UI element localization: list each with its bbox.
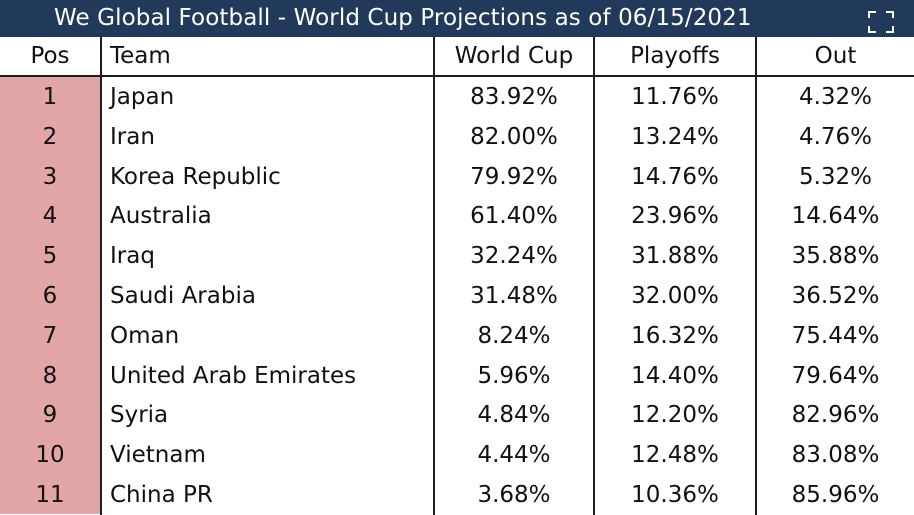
cell-pos: 10: [35, 442, 65, 469]
table-row: 5 Iraq 32.24% 31.88% 35.88%: [0, 236, 914, 277]
cell-world-cup: 79.92%: [433, 156, 593, 197]
cell-world-cup: 3.68%: [433, 475, 593, 515]
cell-world-cup: 82.00%: [433, 116, 593, 157]
table-row: 2 Iran 82.00% 13.24% 4.76%: [0, 116, 914, 157]
cell-playoffs: 14.40%: [593, 355, 755, 396]
cell-pos: 2: [42, 123, 58, 150]
cell-playoffs: 14.76%: [593, 156, 755, 197]
cell-playoffs: 31.88%: [593, 236, 755, 277]
cell-world-cup: 4.84%: [433, 395, 593, 436]
cell-team: China PR: [100, 475, 433, 515]
cell-pos: 7: [42, 322, 58, 349]
cell-team: Oman: [100, 315, 433, 356]
cell-out: 82.96%: [755, 395, 914, 436]
table-row: 1 Japan 83.92% 11.76% 4.32%: [0, 77, 914, 117]
cell-world-cup: 5.96%: [433, 355, 593, 396]
cell-team: Saudi Arabia: [100, 276, 433, 316]
table-row: 4 Australia 61.40% 23.96% 14.64%: [0, 196, 914, 237]
cell-playoffs: 12.20%: [593, 395, 755, 436]
cell-team: Iraq: [100, 236, 433, 277]
cell-pos: 5: [42, 243, 58, 270]
cell-playoffs: 16.32%: [593, 315, 755, 356]
cell-out: 4.76%: [755, 116, 914, 157]
cell-pos: 8: [42, 362, 58, 389]
cell-playoffs: 13.24%: [593, 116, 755, 157]
table-title: We Global Football - World Cup Projectio…: [54, 5, 752, 31]
header-out: Out: [755, 37, 914, 75]
cell-team: Japan: [100, 77, 433, 117]
cell-playoffs: 10.36%: [593, 475, 755, 515]
cell-out: 14.64%: [755, 196, 914, 237]
table-row: 8 United Arab Emirates 5.96% 14.40% 79.64%: [0, 355, 914, 396]
cell-out: 35.88%: [755, 236, 914, 277]
table-row: 11 China PR 3.68% 10.36% 85.96%: [0, 475, 914, 515]
cell-out: 85.96%: [755, 475, 914, 515]
cell-world-cup: 4.44%: [433, 435, 593, 476]
cell-pos: 4: [42, 203, 58, 230]
cell-playoffs: 11.76%: [593, 77, 755, 117]
cell-team: Syria: [100, 395, 433, 436]
cell-pos: 11: [35, 482, 65, 508]
cell-out: 75.44%: [755, 315, 914, 356]
cell-pos: 1: [42, 84, 58, 110]
cell-out: 83.08%: [755, 435, 914, 476]
cell-pos: 9: [42, 402, 58, 429]
cell-playoffs: 32.00%: [593, 276, 755, 316]
cell-out: 79.64%: [755, 355, 914, 396]
table-row: 9 Syria 4.84% 12.20% 82.96%: [0, 395, 914, 436]
projections-table: Pos Team World Cup Playoffs Out 1 Japan 83…: [0, 37, 914, 515]
cell-team: Australia: [100, 196, 433, 237]
cell-pos: 3: [42, 163, 58, 190]
table-row: 6 Saudi Arabia 31.48% 32.00% 36.52%: [0, 276, 914, 316]
pos-column-band: [0, 77, 100, 514]
cell-world-cup: 8.24%: [433, 315, 593, 356]
table-row: 10 Vietnam 4.44% 12.48% 83.08%: [0, 435, 914, 476]
cell-team: Vietnam: [100, 435, 433, 476]
table-row: 3 Korea Republic 79.92% 14.76% 5.32%: [0, 156, 914, 197]
table-header-row: Pos Team World Cup Playoffs Out: [0, 37, 914, 77]
cell-team: Korea Republic: [100, 156, 433, 197]
cell-team: United Arab Emirates: [100, 355, 433, 396]
cell-out: 36.52%: [755, 276, 914, 316]
cell-out: 5.32%: [755, 156, 914, 197]
header-pos: Pos: [30, 43, 70, 69]
cell-world-cup: 32.24%: [433, 236, 593, 277]
title-bar: We Global Football - World Cup Projectio…: [0, 0, 914, 37]
expand-icon[interactable]: [868, 11, 894, 33]
header-team: Team: [100, 37, 433, 75]
cell-team: Iran: [100, 116, 433, 157]
cell-out: 4.32%: [755, 77, 914, 117]
cell-world-cup: 83.92%: [433, 77, 593, 117]
cell-pos: 6: [42, 283, 58, 309]
cell-playoffs: 23.96%: [593, 196, 755, 237]
table-row: 7 Oman 8.24% 16.32% 75.44%: [0, 315, 914, 356]
cell-world-cup: 61.40%: [433, 196, 593, 237]
header-playoffs: Playoffs: [593, 37, 755, 75]
cell-world-cup: 31.48%: [433, 276, 593, 316]
cell-playoffs: 12.48%: [593, 435, 755, 476]
header-world-cup: World Cup: [433, 37, 593, 75]
